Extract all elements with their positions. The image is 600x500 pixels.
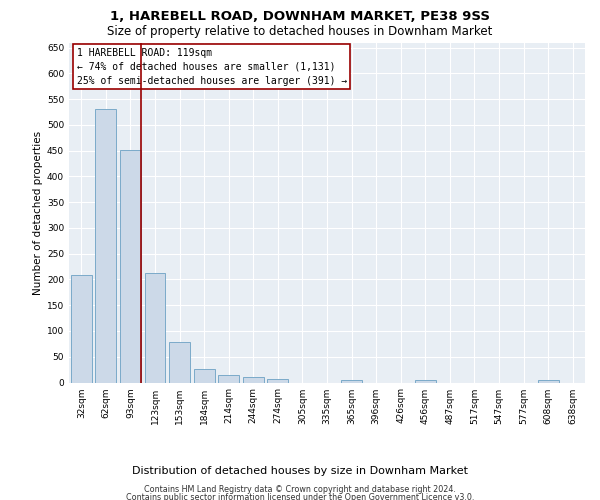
Y-axis label: Number of detached properties: Number of detached properties xyxy=(33,130,43,294)
Bar xyxy=(415,380,436,382)
Bar xyxy=(194,369,215,382)
Text: 1 HAREBELL ROAD: 119sqm
← 74% of detached houses are smaller (1,131)
25% of semi: 1 HAREBELL ROAD: 119sqm ← 74% of detache… xyxy=(77,48,347,86)
Bar xyxy=(145,273,166,382)
Text: 1, HAREBELL ROAD, DOWNHAM MARKET, PE38 9SS: 1, HAREBELL ROAD, DOWNHAM MARKET, PE38 9… xyxy=(110,10,490,23)
Bar xyxy=(169,342,190,382)
Text: Contains HM Land Registry data © Crown copyright and database right 2024.: Contains HM Land Registry data © Crown c… xyxy=(144,485,456,494)
Bar xyxy=(243,377,264,382)
Bar xyxy=(341,380,362,382)
Bar xyxy=(268,379,289,382)
Bar xyxy=(120,150,141,382)
Text: Size of property relative to detached houses in Downham Market: Size of property relative to detached ho… xyxy=(107,25,493,38)
Bar xyxy=(95,110,116,382)
Bar xyxy=(71,276,92,382)
Bar xyxy=(538,380,559,382)
Text: Contains public sector information licensed under the Open Government Licence v3: Contains public sector information licen… xyxy=(126,492,474,500)
Bar xyxy=(218,375,239,382)
Text: Distribution of detached houses by size in Downham Market: Distribution of detached houses by size … xyxy=(132,466,468,476)
